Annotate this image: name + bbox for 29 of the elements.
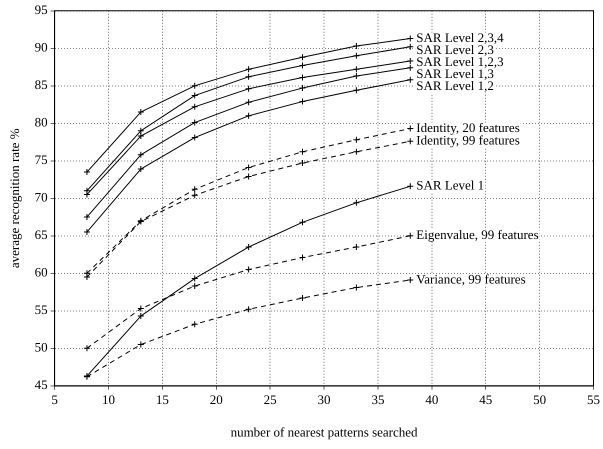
x-tick-label: 15: [156, 392, 169, 408]
x-tick-label: 50: [533, 392, 546, 408]
series-label: Identity, 20 features: [416, 120, 520, 135]
x-tick-label: 30: [318, 392, 331, 408]
x-tick-label: 45: [479, 392, 492, 408]
series-label: Variance, 99 features: [416, 271, 526, 286]
x-tick-label: 5: [51, 392, 58, 408]
y-tick-label: 45: [34, 377, 48, 392]
y-tick-label: 85: [34, 77, 48, 92]
x-tick-label: 10: [102, 392, 115, 408]
y-axis-title: average recognition rate %: [7, 128, 22, 268]
x-axis-title: number of nearest patterns searched: [230, 424, 418, 440]
x-tick-label: 55: [587, 392, 600, 408]
series-label: Eigenvalue, 99 features: [416, 227, 539, 242]
y-tick-label: 70: [34, 190, 48, 205]
x-tick-label: 35: [371, 392, 384, 408]
y-tick-label: 65: [34, 227, 48, 242]
x-tick-label: 40: [425, 392, 438, 408]
y-tick-label: 55: [34, 302, 48, 318]
y-tick-label: 75: [34, 152, 48, 168]
x-tick-label: 20: [210, 392, 223, 408]
y-tick-label: 60: [34, 264, 48, 280]
y-tick-label: 90: [34, 40, 48, 55]
y-tick-label: 95: [34, 2, 48, 18]
series-label: SAR Level 2,3,4: [416, 30, 504, 45]
y-tick-label: 80: [34, 114, 48, 130]
series-label: SAR Level 1: [416, 178, 484, 193]
y-tick-label: 50: [34, 340, 48, 355]
x-tick-label: 25: [264, 392, 277, 408]
